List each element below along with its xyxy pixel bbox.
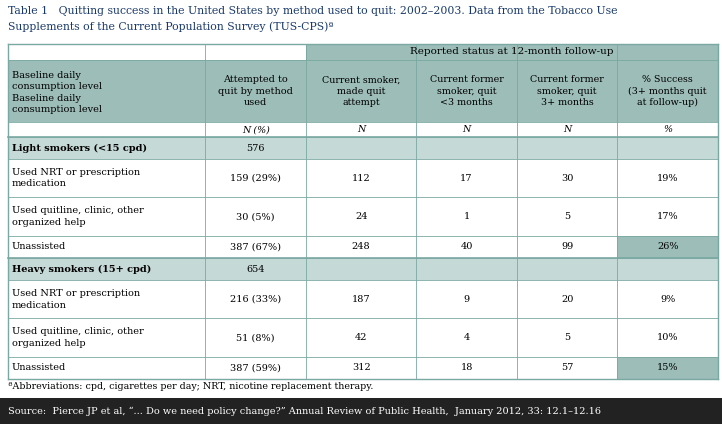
Bar	[8, 44, 718, 379]
Text: Light smokers (<15 cpd): Light smokers (<15 cpd)	[12, 144, 147, 153]
Text: 18: 18	[461, 363, 473, 372]
Text: 42: 42	[355, 333, 367, 342]
Text: 17%: 17%	[657, 212, 679, 221]
Text: 5: 5	[564, 333, 570, 342]
Bar	[0, 398, 722, 424]
Bar	[8, 159, 718, 198]
Text: 654: 654	[246, 265, 265, 274]
Text: ªAbbreviations: cpd, cigarettes per day; NRT, nicotine replacement therapy.: ªAbbreviations: cpd, cigarettes per day;…	[8, 382, 373, 391]
Text: Current smoker,
made quit
attempt: Current smoker, made quit attempt	[322, 75, 400, 107]
Text: 187: 187	[352, 295, 370, 304]
Bar	[617, 236, 718, 258]
Text: Used quitline, clinic, other
organized help: Used quitline, clinic, other organized h…	[12, 206, 144, 226]
Text: N: N	[357, 125, 365, 134]
Text: 26%: 26%	[657, 242, 679, 251]
Text: 387 (59%): 387 (59%)	[230, 363, 281, 372]
Text: Source:  Pierce JP et al, “... Do we need policy change?” Annual Review of Publi: Source: Pierce JP et al, “... Do we need…	[8, 406, 601, 416]
Bar	[8, 318, 718, 357]
Text: 9: 9	[464, 295, 469, 304]
Text: Used NRT or prescription
medication: Used NRT or prescription medication	[12, 168, 140, 189]
Text: 30: 30	[561, 174, 573, 183]
Text: 40: 40	[461, 242, 473, 251]
Bar	[8, 280, 718, 318]
Text: 24: 24	[355, 212, 367, 221]
Text: 99: 99	[561, 242, 573, 251]
Text: 4: 4	[464, 333, 470, 342]
Bar	[8, 137, 718, 159]
Text: 15%: 15%	[657, 363, 679, 372]
Text: 17: 17	[461, 174, 473, 183]
Bar	[8, 44, 306, 60]
Bar	[8, 357, 718, 379]
Text: Baseline daily
consumption level: Baseline daily consumption level	[12, 71, 102, 91]
Text: Used NRT or prescription
medication: Used NRT or prescription medication	[12, 290, 140, 310]
Text: Reported status at 12-month follow-up: Reported status at 12-month follow-up	[410, 47, 614, 56]
Text: 248: 248	[352, 242, 370, 251]
Text: Supplements of the Current Population Survey (TUS-CPS)ª: Supplements of the Current Population Su…	[8, 21, 334, 31]
Text: 30 (5%): 30 (5%)	[237, 212, 275, 221]
Bar	[8, 258, 718, 280]
Text: N (%): N (%)	[242, 125, 269, 134]
Text: 576: 576	[246, 144, 265, 153]
Text: 51 (8%): 51 (8%)	[237, 333, 275, 342]
Text: N: N	[462, 125, 471, 134]
Text: 5: 5	[564, 212, 570, 221]
Text: 387 (67%): 387 (67%)	[230, 242, 281, 251]
Text: 312: 312	[352, 363, 370, 372]
Text: 159 (29%): 159 (29%)	[230, 174, 281, 183]
Bar	[306, 44, 718, 60]
Text: 9%: 9%	[660, 295, 675, 304]
Text: N: N	[563, 125, 571, 134]
Text: % Success
(3+ months quit
at follow-up): % Success (3+ months quit at follow-up)	[628, 75, 707, 107]
Text: Current former
smoker, quit
<3 months: Current former smoker, quit <3 months	[430, 75, 503, 107]
Text: Attempted to
quit by method
used: Attempted to quit by method used	[218, 75, 293, 107]
Text: 112: 112	[352, 174, 370, 183]
Text: 216 (33%): 216 (33%)	[230, 295, 282, 304]
Text: Heavy smokers (15+ cpd): Heavy smokers (15+ cpd)	[12, 265, 151, 274]
Text: 20: 20	[561, 295, 573, 304]
Text: 19%: 19%	[657, 174, 679, 183]
Bar	[8, 60, 718, 123]
Text: 1: 1	[464, 212, 470, 221]
Text: Used quitline, clinic, other
organized help: Used quitline, clinic, other organized h…	[12, 327, 144, 348]
Text: %: %	[664, 125, 672, 134]
Text: Unassisted: Unassisted	[12, 363, 66, 372]
Text: Current former
smoker, quit
3+ months: Current former smoker, quit 3+ months	[530, 75, 604, 107]
Bar	[617, 357, 718, 379]
Text: Unassisted: Unassisted	[12, 242, 66, 251]
Bar	[8, 198, 718, 236]
Text: 57: 57	[561, 363, 573, 372]
Text: Table 1   Quitting success in the United States by method used to quit: 2002–200: Table 1 Quitting success in the United S…	[8, 6, 617, 16]
Text: Baseline daily
consumption level: Baseline daily consumption level	[12, 94, 102, 114]
Bar	[8, 236, 718, 258]
Text: 10%: 10%	[657, 333, 679, 342]
Bar	[8, 123, 718, 137]
